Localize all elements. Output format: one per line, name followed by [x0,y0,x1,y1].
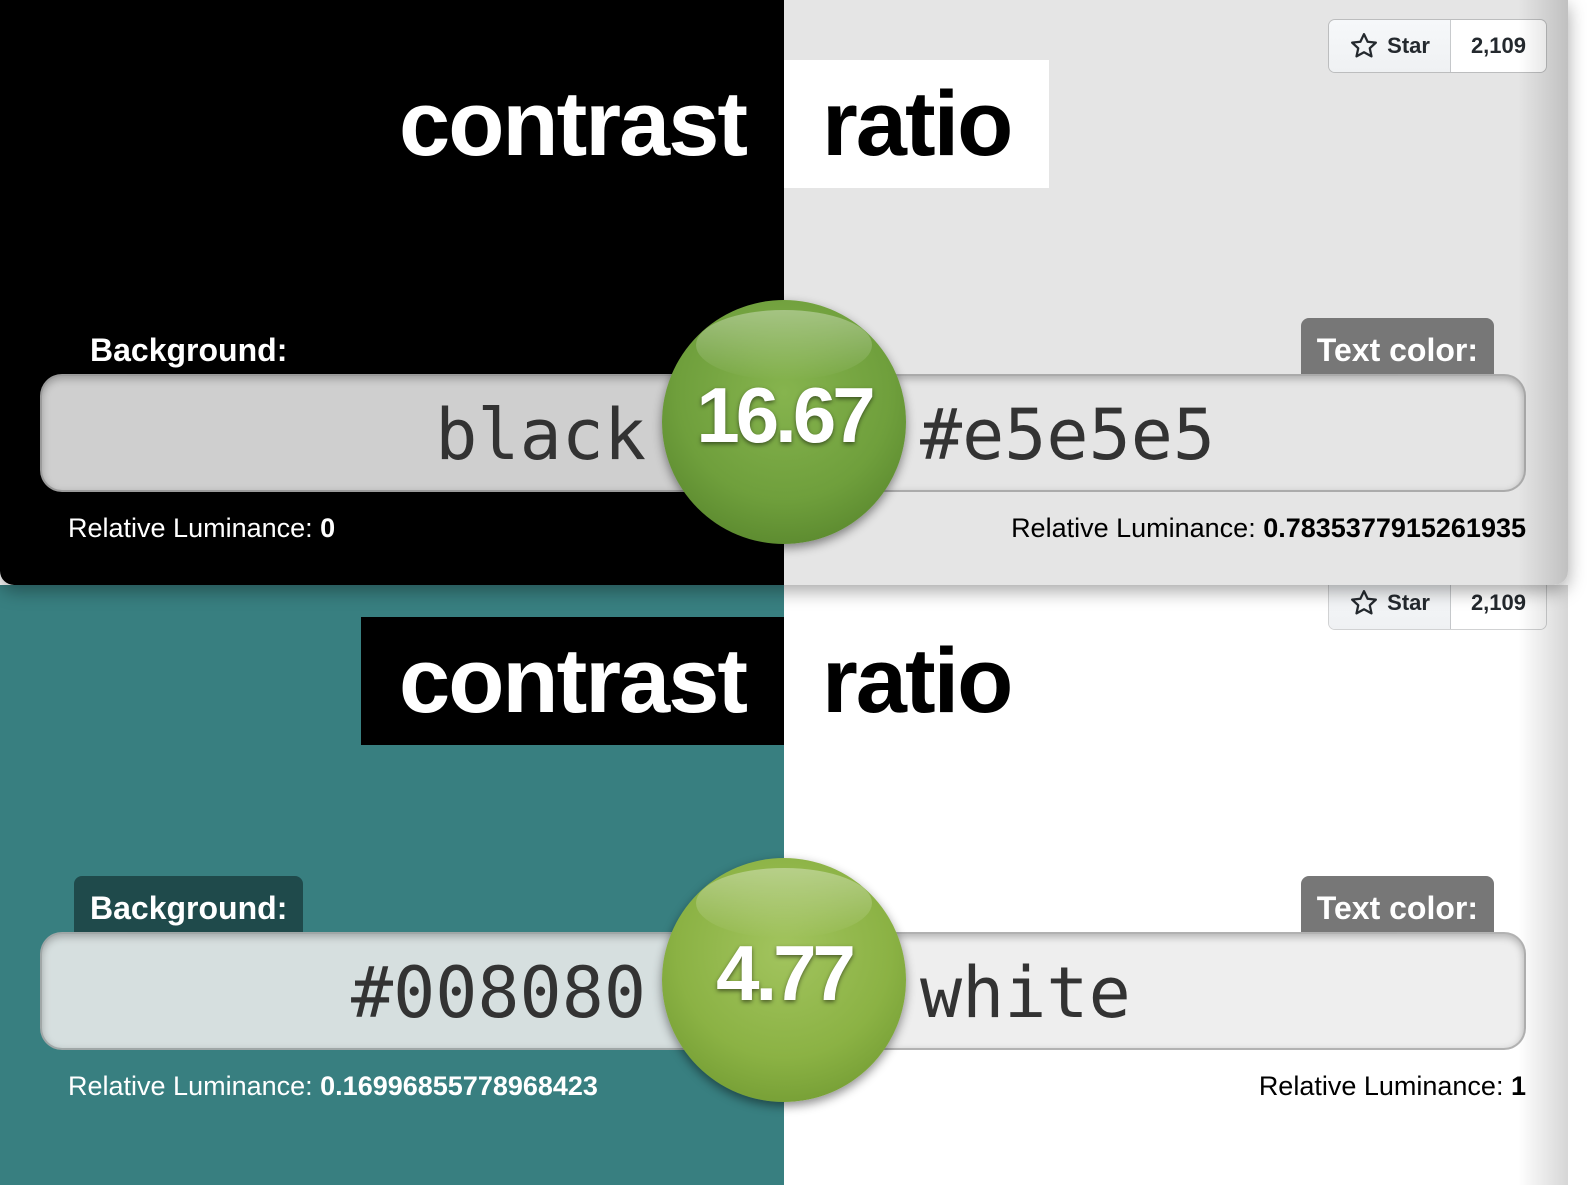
luminance-label: Relative Luminance: [1258,1071,1504,1101]
text-color-input[interactable]: white [784,932,1526,1050]
github-star-widget: Star 2,109 [1329,585,1546,629]
title-contrast: contrast [399,73,748,175]
background-luminance: Relative Luminance: 0.16996855778968423 [68,1070,598,1102]
star-count[interactable]: 2,109 [1450,20,1546,72]
text-luminance: Relative Luminance: 0.7835377915261935 [1011,512,1526,544]
contrast-ratio-value: 16.67 [696,370,875,459]
luminance-value: 0.16996855778968423 [320,1071,598,1101]
star-outline-icon [1351,33,1378,58]
text-color-label: Text color: [1300,876,1494,938]
background-label: Background: [90,332,288,368]
star-count[interactable]: 2,109 [1450,585,1546,629]
luminance-value: 1 [1510,1071,1526,1101]
title-ratio: ratio [822,630,1013,732]
luminance-label: Relative Luminance: [1011,513,1256,543]
text-color-label: Text color: [1300,318,1494,380]
star-label: Star [1387,590,1430,615]
title-ratio: ratio [784,60,1050,188]
contrast-ratio-badge: 16.67 [662,300,906,544]
luminance-label: Relative Luminance: [68,513,313,543]
luminance-value: 0 [320,513,336,543]
contrast-panel-2: Star 2,109 contrast ratio Background: Te… [0,585,1568,1185]
github-star-widget: Star 2,109 [1329,20,1546,72]
background-input[interactable]: black [40,374,784,492]
star-button[interactable]: Star [1329,585,1451,629]
luminance-label: Relative Luminance: [68,1071,313,1101]
star-button[interactable]: Star [1329,20,1451,72]
contrast-ratio-badge: 4.77 [662,858,906,1102]
contrast-ratio-value: 4.77 [716,928,856,1017]
text-luminance: Relative Luminance: 1 [1259,1070,1526,1102]
background-label: Background: [74,876,304,938]
background-input[interactable]: #008080 [40,932,784,1050]
contrast-panel-1: contrast ratio Star 2,109 Background: Te… [0,0,1568,585]
text-color-input[interactable]: #e5e5e5 [784,374,1526,492]
star-label: Star [1387,33,1430,58]
background-luminance: Relative Luminance: 0 [68,512,335,544]
star-outline-icon [1351,590,1378,615]
luminance-value: 0.7835377915261935 [1263,513,1526,543]
title-contrast: contrast [361,617,784,745]
